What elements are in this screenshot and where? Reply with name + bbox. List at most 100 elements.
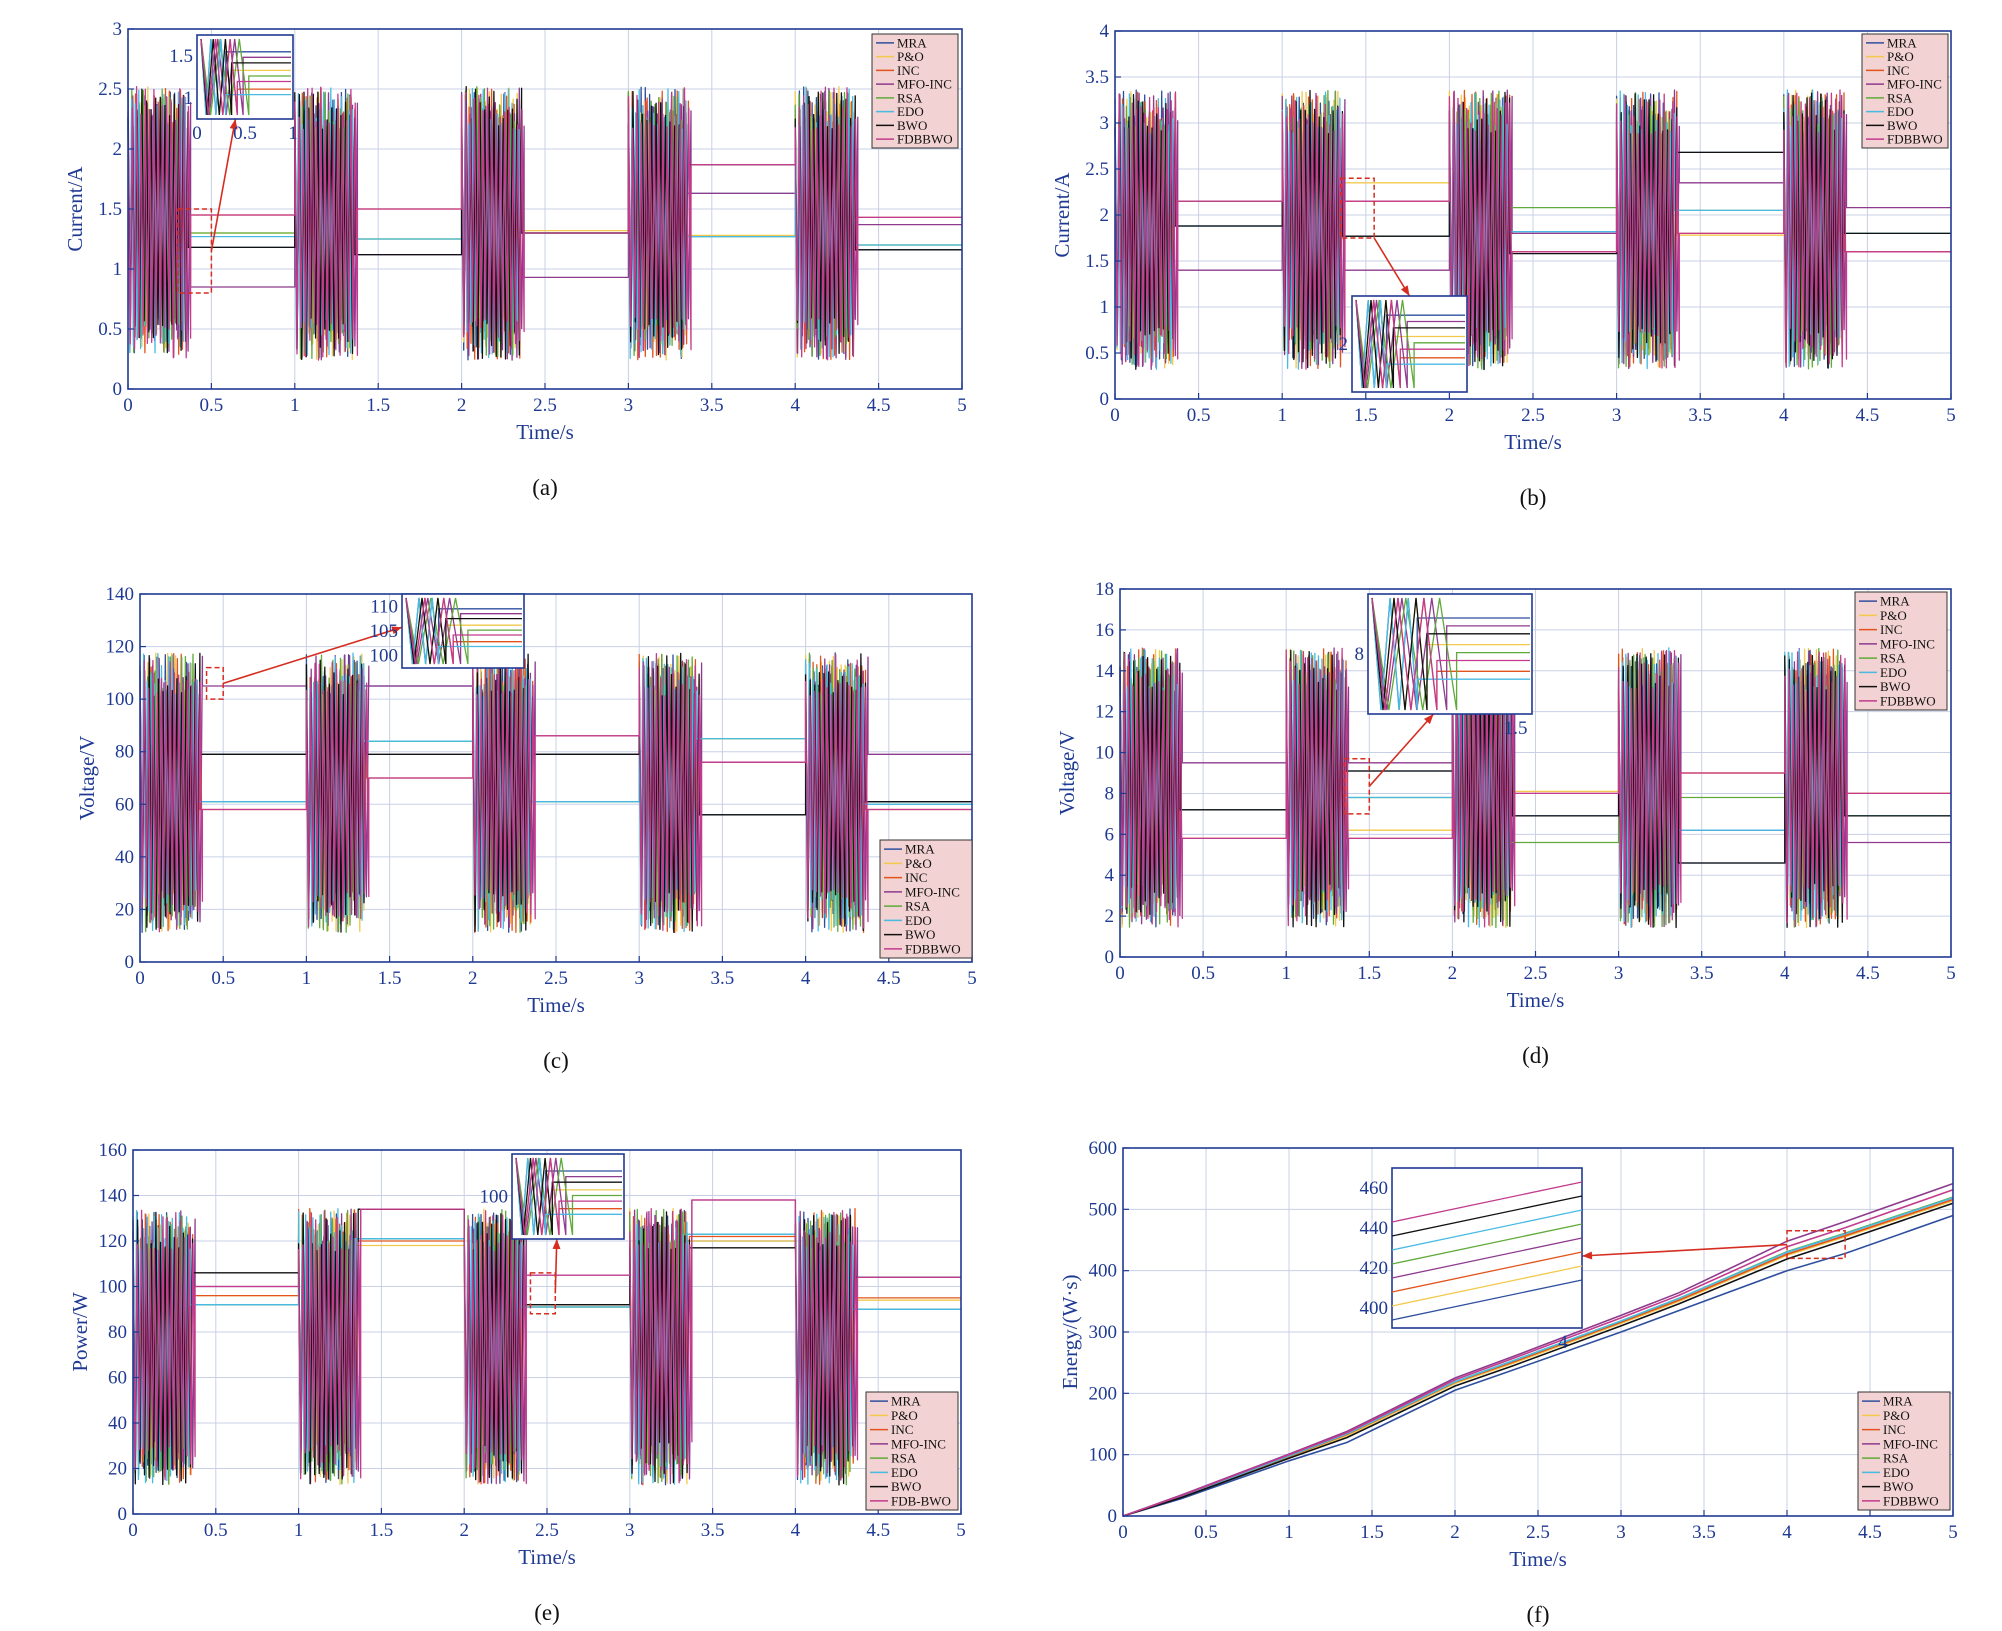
series-line-fdbbwo xyxy=(139,652,972,933)
x-tick-label: 4 xyxy=(801,968,811,989)
x-tick-label: 1 xyxy=(1284,1522,1294,1543)
legend-entry: P&O xyxy=(1880,608,1907,623)
x-tick-label: 5 xyxy=(967,968,977,989)
x-tick-label: 0 xyxy=(135,968,145,989)
y-tick-label: 80 xyxy=(108,1322,127,1343)
y-tick-label: 300 xyxy=(1089,1322,1118,1343)
y-tick-label: 140 xyxy=(99,1186,128,1207)
x-axis-label: Time/s xyxy=(527,993,585,1017)
inset-series-line xyxy=(1371,597,1530,711)
legend-entry: EDO xyxy=(897,104,924,119)
x-tick-label: 3.5 xyxy=(700,395,724,416)
y-tick-label: 2 xyxy=(1105,906,1115,927)
x-tick-label: 3.5 xyxy=(701,1520,725,1541)
x-tick-label: 4.5 xyxy=(867,395,891,416)
legend-entry: BWO xyxy=(1880,679,1910,694)
legend-entry: RSA xyxy=(1883,1451,1909,1466)
legend-entry: INC xyxy=(1880,622,1902,637)
zoom-arrow-head xyxy=(229,119,238,130)
inset-zoom: 100 105 110 xyxy=(370,593,525,669)
y-tick-label: 100 xyxy=(106,689,135,710)
x-tick-label: 0 xyxy=(123,395,133,416)
chart-panel-6: 0 0.5 1 1.5 2 2.5 3 3.5 4 4.5 5 0 100 200 300 400 500 600… xyxy=(1058,1138,1958,1627)
x-axis-label: Time/s xyxy=(518,1545,576,1569)
x-tick-label: 4.5 xyxy=(877,968,901,989)
x-tick-label: 0 xyxy=(1110,405,1120,426)
y-tick-label: 4 xyxy=(1100,21,1110,42)
legend-entry: RSA xyxy=(1880,651,1906,666)
inset-x-tick-label: 1.5 xyxy=(1504,718,1528,739)
x-tick-label: 3 xyxy=(625,1520,635,1541)
legend-entry: EDO xyxy=(905,913,932,928)
inset-series-line xyxy=(1391,1265,1583,1307)
y-tick-label: 600 xyxy=(1089,1138,1118,1159)
legend-entry: MRA xyxy=(1883,1394,1913,1409)
x-axis-label: Time/s xyxy=(1504,430,1562,454)
legend-entry: EDO xyxy=(1887,104,1914,119)
panel-label: (e) xyxy=(534,1600,560,1625)
x-tick-label: 4 xyxy=(1782,1522,1792,1543)
zoom-arrow xyxy=(1581,1243,1788,1257)
inset-series-line xyxy=(1355,299,1465,389)
legend-entry: FDBBWO xyxy=(1880,693,1936,708)
x-axis-label: Time/s xyxy=(516,420,574,444)
zoom-arrow xyxy=(210,118,237,252)
x-tick-label: 2.5 xyxy=(535,1520,559,1541)
inset-y-tick-label: 100 xyxy=(480,1187,509,1208)
legend-entry: EDO xyxy=(1883,1465,1910,1480)
inset-series-line xyxy=(1355,299,1465,389)
y-tick-label: 0.5 xyxy=(1085,343,1109,364)
zoom-region xyxy=(529,1272,557,1315)
x-tick-label: 1 xyxy=(1277,405,1287,426)
inset-y-tick-label: 105 xyxy=(370,621,399,642)
inset-series-line xyxy=(515,1157,622,1236)
inset-series-line xyxy=(1391,1223,1583,1265)
legend-entry: MFO-INC xyxy=(1880,636,1935,651)
legend-entry: P&O xyxy=(905,856,932,871)
inset-zoom: 1 1.5 0 0.5 1 xyxy=(169,34,298,144)
series-line-bwo xyxy=(1122,1202,1954,1517)
x-tick-label: 1.5 xyxy=(378,968,402,989)
inset-series-line xyxy=(1371,597,1530,711)
inset-series-line xyxy=(1355,299,1465,389)
series-group xyxy=(1114,89,1951,371)
y-tick-label: 60 xyxy=(115,794,134,815)
x-tick-label: 5 xyxy=(956,1520,966,1541)
x-tick-label: 4.5 xyxy=(1856,405,1880,426)
inset-series-line xyxy=(1391,1251,1583,1293)
series-line-fdbbwo xyxy=(1119,647,1951,928)
y-tick-label: 80 xyxy=(115,742,134,763)
inset-series-line xyxy=(515,1157,622,1236)
y-tick-label: 120 xyxy=(99,1231,128,1252)
x-axis-label: Time/s xyxy=(1509,1547,1567,1571)
legend-entry: MRA xyxy=(1887,35,1917,50)
series-group xyxy=(1119,647,1951,929)
y-tick-label: 1 xyxy=(113,259,123,280)
legend-entry: BWO xyxy=(891,1479,921,1494)
y-tick-label: 16 xyxy=(1095,620,1114,641)
inset-y-tick-label: 2 xyxy=(1339,334,1349,355)
inset-series-line xyxy=(1371,597,1530,711)
legend-entry: BWO xyxy=(905,927,935,942)
x-tick-label: 0 xyxy=(1118,1522,1128,1543)
zoom-arrow-head xyxy=(391,626,402,635)
chart-panel-4: 0 0.5 1 1.5 2 2.5 3 3.5 4 4.5 5 0 2 4 6 8 10 12 14 16 18 Time… xyxy=(1055,579,1956,1068)
chart-panel-1: 0 0.5 1 1.5 2 2.5 3 3.5 4 4.5 5 0 0.5 1 1.5 2 2.5 3 Time/s… xyxy=(63,19,967,500)
y-tick-label: 160 xyxy=(99,1140,128,1161)
inset-zoom: 81.5 xyxy=(1355,593,1533,739)
legend-entry: MRA xyxy=(905,842,935,857)
chart-panel-3: 0 0.5 1 1.5 2 2.5 3 3.5 4 4.5 5 0 20 40 60 80 100 120 140 T… xyxy=(75,584,977,1073)
inset-series-line xyxy=(405,597,522,665)
inset-zoom: 400 420 440 460 4 xyxy=(1360,1167,1583,1353)
panel-label: (d) xyxy=(1522,1043,1549,1068)
legend-entry: FDBBWO xyxy=(1883,1493,1939,1508)
legend-entry: BWO xyxy=(1887,118,1917,133)
legend-entry: MFO-INC xyxy=(891,1436,946,1451)
inset-series-line xyxy=(1391,1181,1583,1223)
y-tick-label: 20 xyxy=(115,899,134,920)
y-tick-label: 14 xyxy=(1095,661,1115,682)
y-tick-label: 200 xyxy=(1089,1383,1118,1404)
series-line-edo xyxy=(139,652,972,933)
